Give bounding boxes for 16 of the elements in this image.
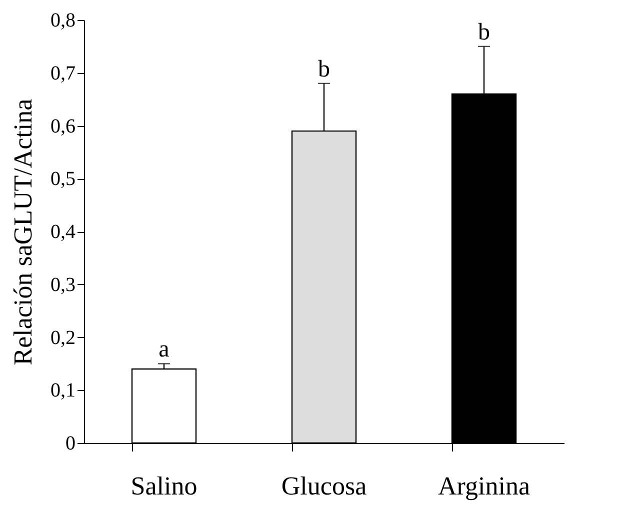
x-tick-label: Salino: [130, 472, 198, 500]
y-axis-title: Relación saGLUT/Actina: [8, 98, 38, 366]
y-tick-label: 0,1: [50, 380, 76, 402]
x-tick-label: Arginina: [438, 472, 530, 500]
y-tick-label: 0,7: [50, 62, 76, 84]
y-tick-label: 0,8: [50, 10, 76, 32]
y-tick-label: 0,2: [50, 326, 76, 349]
annotation: a: [158, 336, 170, 363]
y-tick-label: 0,3: [50, 274, 76, 296]
y-tick-label: 0,4: [50, 221, 76, 243]
annotation: b: [318, 56, 330, 82]
annotation: b: [478, 19, 490, 46]
y-tick-label: 0: [66, 432, 76, 454]
y-tick-label: 0,6: [50, 115, 76, 138]
y-tick-label: 0,5: [50, 168, 76, 190]
x-tick-label: Glucosa: [281, 472, 368, 500]
